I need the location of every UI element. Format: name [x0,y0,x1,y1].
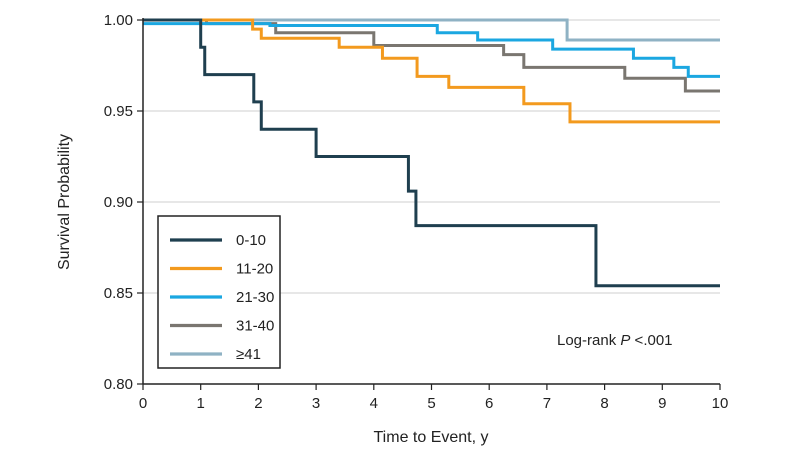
annotation-p: P [620,332,630,349]
legend-label-1: 11-20 [236,261,273,278]
x-tick-label-5: 5 [427,395,435,412]
series-line-0 [143,18,720,288]
y-axis-title: Survival Probability [56,134,73,270]
legend-label-3: 31-40 [236,318,274,335]
annotation-suffix: <.001 [630,332,672,349]
y-tick-label-0: 0.80 [104,376,133,393]
x-tick-label-2: 2 [254,395,262,412]
x-tick-label-8: 8 [600,395,608,412]
x-tick-label-0: 0 [139,395,147,412]
x-tick-label-3: 3 [312,395,320,412]
legend-label-2: 21-30 [236,289,274,306]
x-tick-label-10: 10 [712,395,729,412]
x-axis-title: Time to Event, y [374,429,489,446]
legend: 0-10 11-20 21-30 31-40 ≥41 [157,215,281,369]
legend-label-4: ≥41 [236,346,261,363]
survival-curves [143,18,720,288]
tick-labels: 0 1 2 3 4 5 6 7 8 9 10 0.80 0.85 0.90 0.95 1.00 [104,12,729,412]
legend-label-0: 0-10 [236,232,266,249]
series-line-2 [143,22,720,78]
annotation-prefix: Log-rank [557,332,620,349]
log-rank-annotation: Log-rank P <.001 [557,332,673,349]
y-tick-label-3: 0.95 [104,103,133,120]
axes [137,18,721,390]
x-tick-label-6: 6 [485,395,493,412]
series-line-1 [143,18,720,124]
x-tick-label-1: 1 [197,395,205,412]
y-tick-label-1: 0.85 [104,285,133,302]
x-tick-label-9: 9 [658,395,666,412]
series-line-4 [143,18,720,42]
x-tick-label-7: 7 [543,395,551,412]
y-tick-label-4: 1.00 [104,12,133,29]
y-tick-label-2: 0.90 [104,194,133,211]
x-tick-label-4: 4 [370,395,378,412]
